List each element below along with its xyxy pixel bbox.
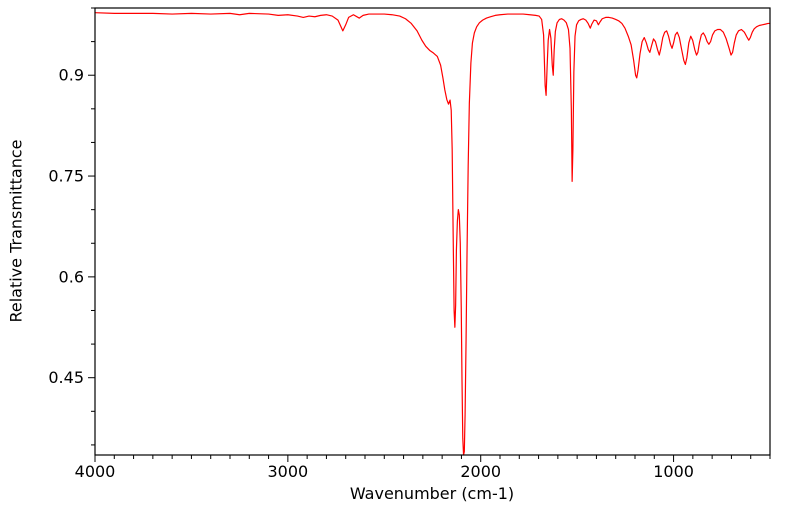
x-tick-label: 1000 <box>653 462 694 481</box>
y-tick-label: 0.75 <box>48 167 84 186</box>
x-tick-label: 4000 <box>75 462 116 481</box>
tick-labels: 4000 3000 2000 1000 0.45 0.6 0.75 0.9 <box>48 66 694 481</box>
x-tick-label: 3000 <box>267 462 308 481</box>
y-axis-label: Relative Transmittance <box>6 139 26 323</box>
x-tick-label: 2000 <box>460 462 501 481</box>
y-tick-label: 0.6 <box>59 267 84 286</box>
axis-ticks <box>88 7 771 462</box>
spectrum-line <box>94 12 771 456</box>
x-axis-label: Wavenumber (cm-1) <box>349 484 515 503</box>
y-tick-label: 0.45 <box>48 368 84 387</box>
axes-frame <box>94 7 771 456</box>
y-tick-label: 0.9 <box>59 66 84 85</box>
